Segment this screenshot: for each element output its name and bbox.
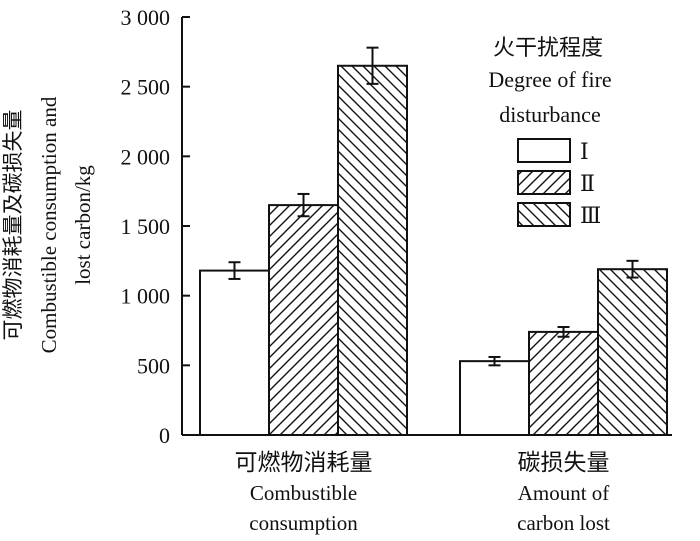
y-tick-label: 0 — [159, 423, 170, 448]
legend-swatch — [517, 170, 571, 195]
y-tick-label: 2 000 — [121, 144, 171, 169]
y-tick-label: 3 000 — [121, 5, 171, 30]
y-axis-title-en-line1: Combustible consumption and — [37, 96, 61, 353]
x-category-label-cn: 可燃物消耗量 — [235, 450, 373, 475]
legend-label: Ⅰ — [580, 139, 589, 164]
legend-swatch — [517, 138, 571, 163]
bar — [199, 269, 270, 436]
bar — [597, 268, 668, 436]
legend-title-en-line2: disturbance — [499, 102, 600, 127]
legend-swatch — [517, 202, 571, 227]
bar — [459, 360, 530, 436]
y-tick-label: 500 — [137, 353, 170, 378]
legend-title-cn: 火干扰程度 — [493, 35, 603, 60]
bar — [528, 330, 599, 437]
bars — [199, 64, 668, 437]
x-category-label-en: consumption — [249, 511, 358, 535]
x-category-labels: 可燃物消耗量 Combustible consumption 碳损失量 Amount o… — [235, 450, 611, 535]
x-category-label-en: Amount of — [518, 481, 610, 505]
bar — [268, 204, 339, 436]
bar — [337, 64, 408, 437]
x-category-label-cn: 碳损失量 — [518, 450, 610, 475]
y-axis-title-cn: 可燃物消耗量及碳损失量 — [1, 110, 25, 341]
y-tick-label: 1 500 — [121, 214, 171, 239]
error-bars — [228, 46, 639, 367]
legend-label: Ⅱ — [580, 171, 595, 196]
legend-title-en-line1: Degree of fire — [488, 67, 611, 92]
x-category-label-en: Combustible — [250, 481, 357, 505]
y-axis-title-en-line2: lost carbon/kg — [71, 165, 95, 285]
y-tick-label: 1 000 — [121, 284, 171, 309]
legend-items: Ⅰ Ⅱ Ⅲ — [517, 138, 601, 228]
y-tick-label: 2 500 — [121, 75, 171, 100]
y-ticks: 0 500 1 000 1 500 2 000 2 500 3 000 — [121, 5, 190, 448]
x-category-label-en: carbon lost — [517, 511, 610, 535]
legend-label: Ⅲ — [580, 203, 601, 228]
legend: 火干扰程度 Degree of fire disturbance Ⅰ Ⅱ Ⅲ — [488, 35, 611, 228]
